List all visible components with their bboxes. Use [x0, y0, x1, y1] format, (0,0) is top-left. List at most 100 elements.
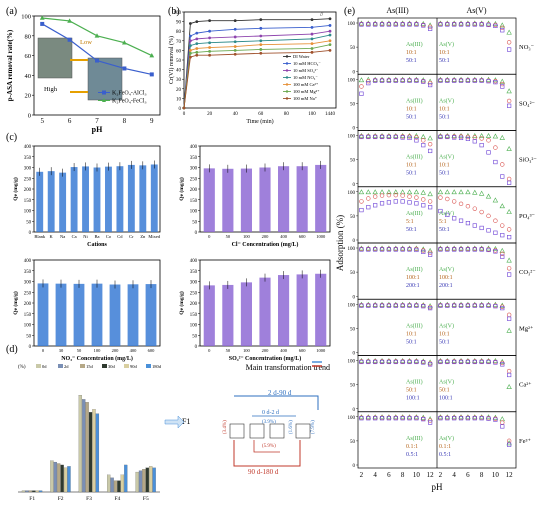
- flow-arrow-label: F1: [182, 417, 190, 426]
- ratio-2: 50:1: [406, 339, 417, 345]
- y-tick-label: 150: [190, 199, 198, 204]
- point-purple: [472, 247, 477, 252]
- point-purple: [393, 416, 398, 421]
- bar-100: [240, 282, 252, 346]
- point-red: [393, 192, 398, 198]
- x-tick-label: K: [50, 234, 54, 239]
- y-tick-label: 350: [190, 156, 198, 161]
- data-point: [67, 18, 73, 23]
- point-purple: [493, 80, 498, 85]
- data-point: [121, 40, 127, 45]
- point-green: [365, 301, 372, 307]
- point-purple: [393, 359, 398, 365]
- point-green: [365, 132, 372, 138]
- point-red: [421, 248, 426, 253]
- point-purple: [500, 28, 505, 33]
- x-tick-label: Ca: [72, 234, 77, 239]
- data-point: [189, 51, 192, 55]
- point-purple: [458, 416, 464, 421]
- x-tick-label: 200: [262, 348, 270, 353]
- axis-break: //: [320, 12, 324, 18]
- point-purple: [465, 247, 471, 252]
- point-red: [493, 145, 498, 150]
- point-purple: [400, 247, 405, 252]
- point-green: [413, 76, 420, 82]
- point-purple: [465, 22, 471, 27]
- y-tick-label: 50: [350, 384, 356, 389]
- point-purple: [366, 303, 371, 308]
- legend-marker: [285, 97, 289, 100]
- point-purple: [486, 79, 491, 84]
- y-tick-label: 350: [24, 270, 32, 275]
- point-purple: [507, 180, 512, 185]
- data-point: [149, 72, 154, 77]
- point-green: [458, 245, 464, 251]
- y-tick-label: 100: [348, 22, 356, 27]
- ratio-2: 50:1: [439, 227, 450, 233]
- point-green: [451, 189, 457, 195]
- flow-pct-b: (5.9%): [262, 444, 276, 449]
- point-purple: [486, 416, 491, 421]
- y-tick-label: 100: [348, 303, 356, 308]
- point-purple: [373, 303, 378, 308]
- data-point: [189, 44, 192, 47]
- point-green: [372, 189, 378, 195]
- ion-label: Fe³⁺: [519, 438, 531, 445]
- y-tick-label: 70: [176, 40, 182, 45]
- point-green: [358, 301, 365, 307]
- y-axis-label: Qe (mg/g): [178, 177, 185, 201]
- point-purple: [452, 303, 457, 308]
- y-tick-label: 200: [24, 188, 32, 193]
- point-purple: [359, 207, 364, 213]
- y-tick-label: 250: [24, 177, 32, 182]
- legend-as3: As(III): [406, 266, 423, 273]
- bar-F2-180d: [67, 466, 71, 493]
- bar-F4-0d: [107, 474, 111, 493]
- point-purple: [400, 78, 405, 83]
- point-green: [420, 189, 426, 195]
- legend-as5: As(V): [439, 210, 454, 217]
- ratio-1: 5:1: [406, 219, 414, 225]
- y-tick-label: 250: [190, 177, 198, 182]
- x-tick-label: Co: [106, 234, 112, 239]
- x-tick-label: 8: [401, 471, 405, 479]
- point-green: [451, 245, 457, 251]
- x-tick-label: 40: [233, 112, 239, 117]
- legend-label: 30d: [108, 364, 116, 369]
- label-2d-90d: 2 d-90 d: [268, 389, 292, 397]
- point-purple: [507, 372, 512, 378]
- data-point: [310, 47, 314, 50]
- ion-label: SiO₃²⁻: [519, 157, 537, 164]
- point-green: [365, 245, 372, 251]
- y-axis-label: Cr(VI) removal (%): [168, 36, 175, 84]
- point-red: [427, 199, 433, 204]
- bar-F2-2d: [53, 461, 57, 493]
- bar-F5-90d: [149, 466, 153, 493]
- legend-swatch: [124, 364, 129, 368]
- data-point: [67, 37, 72, 42]
- point-purple: [366, 22, 371, 27]
- point-purple: [472, 223, 477, 228]
- x-tick-label: 12: [506, 471, 514, 479]
- point-red: [438, 195, 443, 200]
- y-tick-label: 100: [348, 416, 356, 421]
- flow-pct-a: (3.9%): [262, 420, 276, 425]
- point-green: [379, 76, 385, 82]
- y-tick-label: 0: [353, 408, 356, 413]
- ratio-1: 50:1: [439, 388, 450, 394]
- ratio-2: 50:1: [406, 171, 417, 177]
- data-point: [259, 43, 263, 47]
- plot-frame: [33, 15, 161, 116]
- x-tick-label: 6: [68, 117, 72, 125]
- bar-F1-2d: [25, 490, 29, 493]
- point-purple: [407, 135, 412, 141]
- point-green: [478, 301, 485, 307]
- x-tick-label: Zn: [140, 234, 146, 239]
- point-green: [458, 357, 464, 363]
- point-red: [400, 193, 405, 198]
- point-green: [379, 189, 385, 195]
- legend-marker: [285, 62, 289, 65]
- point-purple: [359, 134, 364, 140]
- box-4: [295, 423, 311, 439]
- data-point: [310, 37, 314, 41]
